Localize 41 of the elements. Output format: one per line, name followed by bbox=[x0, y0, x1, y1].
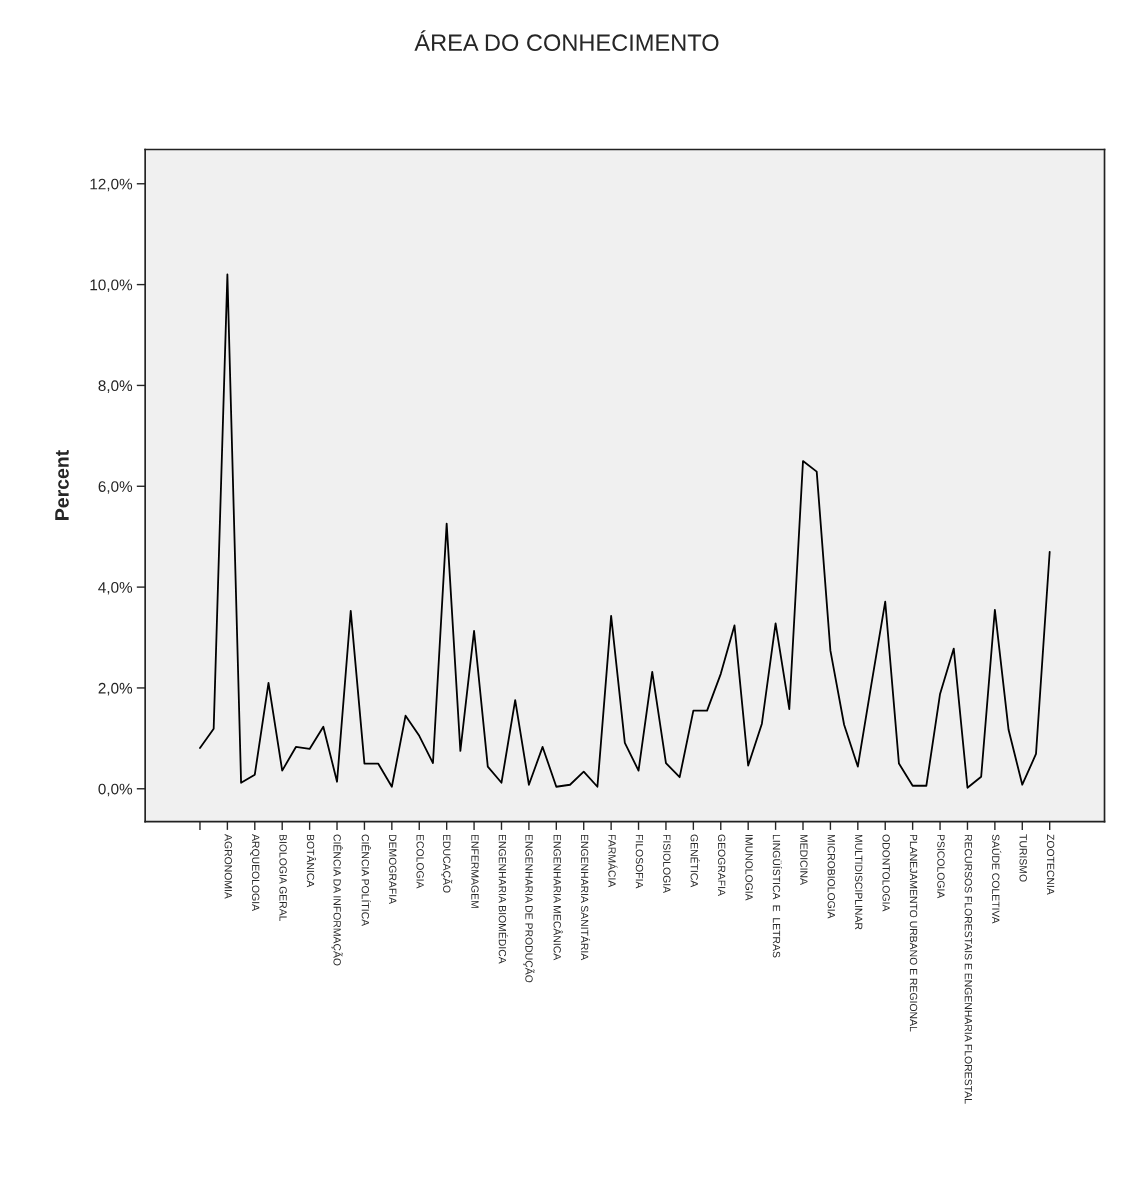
x-tick-label: ODONTOLOGIA bbox=[882, 834, 890, 912]
x-tick-label: ENFERMAGEM bbox=[471, 834, 479, 908]
x-tick-label: DEMOGRAFIA bbox=[389, 834, 397, 905]
x-tick-label: BOTÂNICA bbox=[306, 834, 317, 888]
line-series bbox=[199, 273, 1051, 789]
x-tick-label: AGRONOMIA bbox=[224, 834, 232, 899]
y-tick-label: 12,0% bbox=[90, 178, 133, 192]
x-tick-label: EDUCAÇÃO bbox=[440, 834, 453, 893]
y-tick-label: 2,0% bbox=[98, 682, 133, 696]
chart-title: ÁREA DO CONHECIMENTO bbox=[414, 30, 719, 52]
x-tick-label: ENGENHARIA SANITÁRIA bbox=[580, 834, 591, 961]
x-tick-label: RECURSOS FLORESTAIS E ENGENHARIA FLORESTAL bbox=[964, 834, 973, 1104]
x-tick-label: PSICOLOGIA bbox=[937, 834, 945, 899]
x-tick-label: MEDICINA bbox=[800, 834, 808, 885]
x-tick-label: ENGENHARIA BIOMÉDICA bbox=[498, 834, 508, 964]
x-tick-label: BIOLOGIA GERAL bbox=[279, 834, 287, 922]
y-tick-label: 6,0% bbox=[98, 481, 133, 494]
y-tick-label: 8,0% bbox=[98, 380, 133, 393]
y-tick-label: 10,0% bbox=[90, 279, 133, 293]
x-tick-label: FISIOLOGIA bbox=[663, 834, 671, 894]
y-tick-label: 4,0% bbox=[98, 581, 133, 595]
x-tick-label: LINGÜÍSTICA E LETRAS bbox=[772, 834, 782, 958]
x-tick-label: TURISMO bbox=[1019, 834, 1027, 882]
x-tick-label: MULTIDISCIPLINAR bbox=[855, 834, 863, 930]
x-tick-label: PLANEJAMENTO URBANO E REGIONAL bbox=[909, 834, 918, 1032]
x-tick-label: MICROBIOLOGIA bbox=[827, 834, 835, 919]
y-tick-label: 0,0% bbox=[98, 783, 133, 797]
x-tick-label: ZOOTECNIA bbox=[1046, 834, 1055, 895]
x-tick-label: IMUNOLOGIA bbox=[745, 835, 753, 901]
x-tick-label: SAÚDE COLETIVA bbox=[992, 834, 1002, 924]
y-axis-title: Percent bbox=[55, 450, 69, 520]
x-tick-label: GENÉTICA bbox=[690, 834, 700, 888]
x-tick-label: ARQUEOLOGIA bbox=[250, 834, 260, 912]
x-tick-label: CIÊNCIA DA INFORMAÇÃO bbox=[331, 834, 343, 966]
x-tick-label: GEOGRAFIA bbox=[717, 834, 726, 896]
x-tick-label: ENGENHARIA DE PRODUÇÃO bbox=[523, 834, 535, 983]
x-tick-label: FARMÁCIA bbox=[608, 834, 618, 888]
x-tick-label: ENGENHARIA MECÂNICA bbox=[553, 834, 563, 961]
x-tick-label: ECOLOGIA bbox=[416, 834, 424, 889]
x-tick-label: CIÊNCIA POLÍTICA bbox=[361, 834, 371, 927]
x-tick-label: FILOSOFIA bbox=[635, 834, 644, 889]
